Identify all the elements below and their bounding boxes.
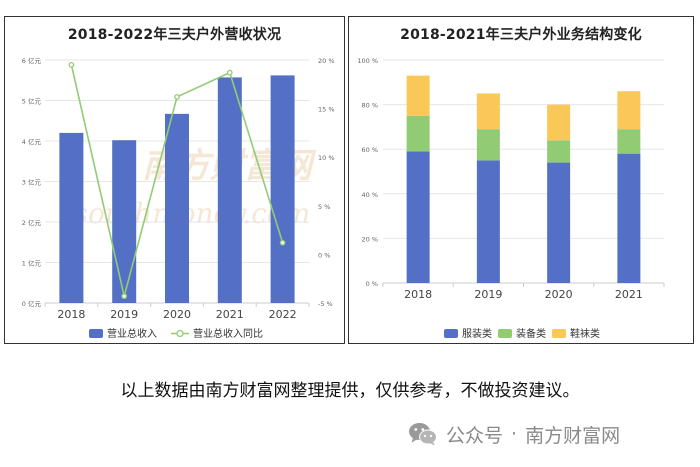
- disclaimer-caption: 以上数据由南方财富网整理提供，仅供参考，不做投资建议。: [120, 381, 580, 401]
- yoy-point: [174, 94, 180, 100]
- equipment-segment: [547, 140, 571, 163]
- x-tick-label: 2021: [216, 308, 244, 321]
- structure-gridlines: [383, 59, 664, 284]
- revenue-chart-title: 2018-2022年三夫户外营收状况: [67, 27, 282, 43]
- revenue-yoy-line: [68, 62, 286, 300]
- y2-tick-label: 20 %: [318, 57, 335, 65]
- x-tick-label: 2019: [110, 308, 138, 321]
- y-tick-label: 2 亿元: [22, 218, 42, 227]
- revenue-legend: 营业总收入 营业总收入同比: [89, 327, 263, 340]
- revenue-bar: [217, 77, 242, 303]
- structure-legend: 服装类 装备类 鞋袜类: [444, 327, 600, 340]
- y-tick-label: 100 %: [357, 57, 378, 65]
- structure-chart-title: 2018-2021年三夫户外业务结构变化: [400, 27, 642, 43]
- legend-label: 装备类: [516, 327, 546, 340]
- apparel-segment: [406, 151, 430, 283]
- footwear-segment: [617, 91, 641, 130]
- equipment-segment: [617, 129, 641, 154]
- structure-y-axis-labels: 0 % 20 % 40 % 60 % 80 % 100 %: [357, 57, 378, 288]
- apparel-segment: [617, 153, 641, 283]
- x-tick-label: 2021: [615, 288, 643, 301]
- yoy-point: [279, 239, 286, 246]
- structure-stacked-bars: [406, 75, 641, 283]
- footwear-segment: [476, 93, 500, 130]
- apparel-segment: [547, 162, 571, 283]
- y2-tick-label: 15 %: [318, 106, 335, 114]
- legend-swatch-yoy-marker: [176, 329, 184, 338]
- revenue-chart: 南方财富网southmoney.com 0 亿元1 亿元2 亿元3 亿元4 亿元…: [22, 56, 335, 340]
- y-tick-label: 60 %: [361, 146, 378, 154]
- revenue-bar: [270, 75, 295, 303]
- y2-tick-label: 0 %: [318, 251, 330, 259]
- y-tick-label: 20 %: [361, 235, 378, 243]
- legend-swatch-revenue: [89, 329, 103, 338]
- y-tick-label: 5 亿元: [22, 97, 42, 106]
- footwear-segment: [406, 75, 430, 116]
- equipment-segment: [476, 129, 500, 161]
- yoy-point: [226, 69, 233, 76]
- footwear-segment: [547, 104, 571, 141]
- revenue-x-axis-labels: 2018 2019 2020 2021 2022: [44, 303, 310, 321]
- yoy-point: [68, 62, 75, 68]
- y-tick-label: 0 %: [366, 280, 378, 288]
- y-tick-label: 1 亿元: [22, 259, 42, 268]
- legend-swatch: [498, 329, 512, 338]
- structure-chart: 0 % 20 % 40 % 60 % 80 % 100 % 2018 2019 2020 202…: [357, 57, 665, 340]
- legend-label-revenue: 营业总收入: [107, 327, 157, 340]
- apparel-segment: [476, 160, 500, 283]
- y-tick-label: 40 %: [361, 191, 378, 199]
- revenue-chart-panel: 2018-2022年三夫户外营收状况 南方财富网southmoney.com 0…: [4, 16, 345, 344]
- y2-tick-label: -5 %: [318, 300, 333, 308]
- x-tick-label: 2019: [474, 288, 502, 301]
- equipment-segment: [406, 115, 430, 152]
- y2-tick-label: 10 %: [318, 154, 335, 162]
- revenue-bar: [165, 113, 189, 304]
- revenue-bars: [59, 75, 295, 304]
- legend-swatch: [444, 329, 458, 338]
- wechat-icon: [408, 421, 438, 447]
- x-tick-label: 2020: [163, 308, 191, 321]
- y2-tick-label: 5 %: [318, 203, 330, 211]
- brand-name: 南方财富网: [525, 424, 621, 447]
- y-tick-label: 6 亿元: [22, 56, 42, 65]
- revenue-y2-axis-labels: -5 % 0 % 5 % 10 % 15 % 20 %: [318, 57, 335, 308]
- structure-x-axis-labels: 2018 2019 2020 2021: [382, 283, 665, 301]
- x-tick-label: 2018: [404, 288, 432, 301]
- legend-label: 鞋袜类: [570, 327, 600, 340]
- y-tick-label: 3 亿元: [22, 178, 42, 187]
- x-tick-label: 2020: [545, 288, 573, 301]
- structure-chart-panel: 2018-2021年三夫户外业务结构变化 0 % 20 % 40 % 60 % 80 %…: [348, 16, 694, 344]
- revenue-y-axis-labels: 0 亿元 1 亿元 2 亿元 3 亿元 4 亿元 5 亿元 6 亿元: [22, 56, 42, 308]
- legend-label: 服装类: [462, 327, 492, 340]
- wechat-brand: 公众号 · 南方财富网: [408, 419, 620, 449]
- y-tick-label: 80 %: [361, 102, 378, 110]
- y-tick-label: 0 亿元: [22, 299, 42, 308]
- revenue-bar: [112, 140, 137, 303]
- revenue-bar: [59, 132, 84, 303]
- brand-separator: ·: [511, 423, 518, 445]
- legend-label-yoy: 营业总收入同比: [193, 327, 263, 340]
- legend-swatch: [552, 329, 566, 338]
- x-tick-label: 2018: [57, 308, 85, 321]
- x-tick-label: 2022: [269, 308, 297, 321]
- brand-prefix: 公众号: [446, 424, 504, 447]
- yoy-point: [121, 293, 128, 300]
- y-tick-label: 4 亿元: [22, 137, 42, 146]
